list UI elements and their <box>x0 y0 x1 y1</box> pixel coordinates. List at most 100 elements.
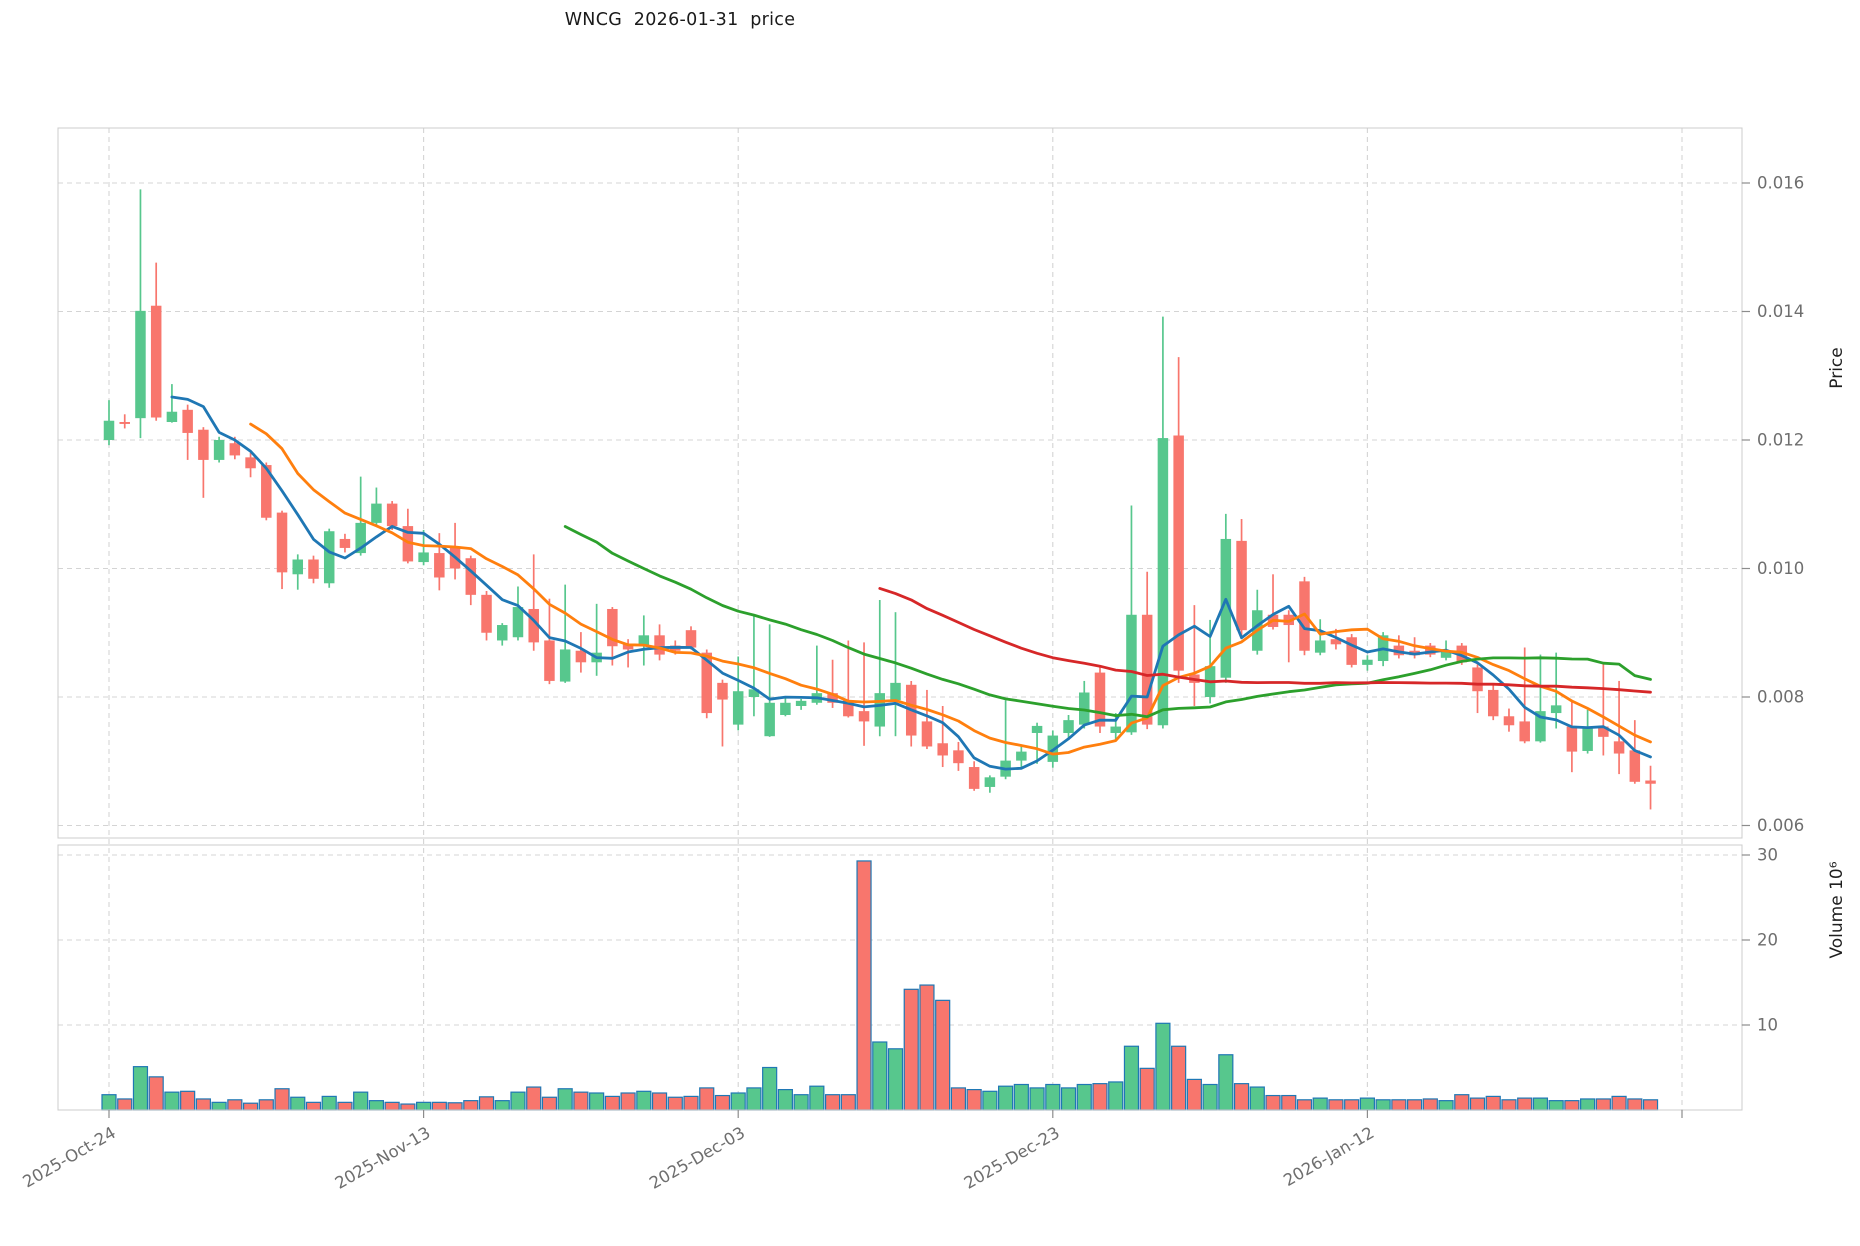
volume-bar-down <box>526 1086 542 1111</box>
candle-up <box>418 552 429 563</box>
candle-up <box>1126 614 1137 733</box>
volume-bar-down <box>651 1092 668 1111</box>
volume-axis-title: Volume 10⁶ <box>1827 861 1847 958</box>
candle-down <box>827 693 838 703</box>
candle-down <box>1456 645 1468 663</box>
price-axis-title: Price <box>1827 347 1847 388</box>
candle-up <box>323 531 335 584</box>
candle-down <box>119 422 130 424</box>
chart-title: WNCG 2026-01-31 price <box>564 10 796 30</box>
candle-up <box>103 420 115 440</box>
candle-up <box>1031 725 1043 733</box>
volume-bar-up <box>1249 1086 1265 1111</box>
date-tick-label: 2025-Oct-24 <box>20 1123 119 1191</box>
candle-up <box>1362 659 1373 665</box>
ma-line-5 <box>170 395 1652 771</box>
volume-bar-down <box>1186 1078 1202 1111</box>
volume-bar-down <box>1391 1099 1407 1111</box>
volume-bar-up <box>211 1101 227 1111</box>
volume-bar-up <box>1202 1083 1218 1111</box>
candle-down <box>386 503 398 527</box>
volume-bar-up <box>589 1092 605 1111</box>
volume-bar-up <box>1359 1097 1376 1111</box>
volume-bar-down <box>573 1091 589 1111</box>
candle-down <box>465 558 477 595</box>
volume-bar-down <box>180 1090 196 1111</box>
volume-bar-down <box>1265 1094 1281 1111</box>
volume-bar-up <box>416 1101 432 1111</box>
candle-down <box>843 700 854 717</box>
candle-up <box>559 649 571 682</box>
candle-up <box>1440 650 1452 658</box>
ma-lines <box>170 395 1652 771</box>
volume-bar-down <box>950 1087 967 1111</box>
volume-bar-up <box>1076 1083 1092 1111</box>
candle-down <box>1503 716 1515 726</box>
volume-bar-down <box>274 1088 290 1111</box>
volume-bar-up <box>1532 1097 1549 1111</box>
ma-line-50 <box>878 587 1652 694</box>
volume-panel-border <box>57 844 1743 1111</box>
candle-down <box>921 721 933 747</box>
volume-bar-down <box>1611 1095 1627 1111</box>
volume-bar-up <box>1548 1100 1564 1111</box>
candle-up <box>764 702 775 737</box>
candle-up <box>1582 728 1593 751</box>
candle-up <box>874 693 886 727</box>
volume-bar-down <box>620 1092 636 1111</box>
candle-down <box>1566 726 1578 752</box>
volume-bar-up <box>998 1085 1014 1111</box>
candle-down <box>953 750 964 764</box>
volume-bar-down <box>195 1098 211 1111</box>
price-tick-label: 0.008 <box>1757 688 1804 707</box>
volume-bar-down <box>1517 1097 1533 1111</box>
candle-up <box>1220 538 1232 678</box>
candle-up <box>371 503 382 523</box>
volume-bar-up <box>1108 1081 1124 1111</box>
volume-bars <box>101 860 1659 1111</box>
volume-bar-down <box>1422 1098 1438 1111</box>
volume-bar-up <box>887 1048 904 1111</box>
gridlines <box>58 128 1742 1110</box>
volume-bar-down <box>384 1101 400 1111</box>
candle-up <box>497 625 508 641</box>
volume-bar-up <box>1013 1083 1029 1111</box>
date-tick-label: 2025-Dec-03 <box>646 1123 748 1193</box>
volume-bar-down <box>903 988 919 1111</box>
candle-down <box>1330 639 1342 645</box>
candle-up <box>135 310 146 419</box>
candle-down <box>937 743 948 756</box>
candle-down <box>1472 667 1483 692</box>
candle-down <box>654 635 665 655</box>
candle-down <box>1519 721 1530 742</box>
volume-bar-down <box>1139 1067 1155 1111</box>
candle-up <box>1157 438 1169 726</box>
volume-bar-down <box>699 1087 715 1111</box>
volume-bar-up <box>762 1066 778 1111</box>
volume-bar-up <box>1375 1099 1391 1111</box>
volume-bar-down <box>1501 1099 1517 1111</box>
volume-bar-down <box>683 1095 699 1111</box>
candle-down <box>1173 435 1184 671</box>
volume-bar-up <box>321 1095 337 1111</box>
volume-bar-down <box>305 1101 322 1111</box>
candle-down <box>1613 741 1625 754</box>
candle-down <box>1425 645 1436 655</box>
volume-bar-up <box>872 1041 888 1111</box>
candle-down <box>182 409 193 433</box>
volume-bar-down <box>400 1103 416 1111</box>
volume-bar-down <box>463 1100 479 1111</box>
candle-up <box>1110 726 1121 733</box>
candle-down <box>308 559 319 579</box>
candle-up <box>1550 705 1562 714</box>
volume-tick-label: 20 <box>1757 931 1778 950</box>
candle-up <box>638 635 650 646</box>
volume-bar-up <box>1155 1022 1171 1111</box>
volume-bar-down <box>447 1102 463 1111</box>
candle-down <box>1236 540 1247 631</box>
volume-bar-down <box>1469 1097 1486 1111</box>
candle-up <box>984 777 996 787</box>
price-tick-label: 0.006 <box>1757 816 1804 835</box>
volume-bar-up <box>101 1094 117 1111</box>
